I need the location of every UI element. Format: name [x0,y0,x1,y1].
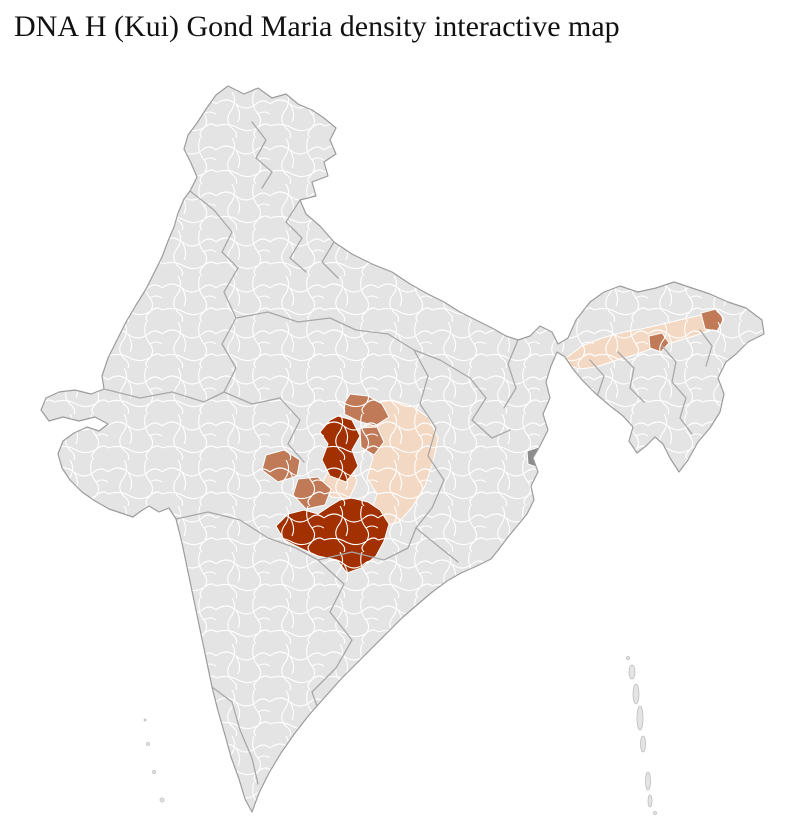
district-borders-texture [41,86,764,812]
state-borders [103,121,713,799]
island-districts[interactable] [143,656,657,815]
page-title: DNA H (Kui) Gond Maria density interacti… [14,10,620,43]
